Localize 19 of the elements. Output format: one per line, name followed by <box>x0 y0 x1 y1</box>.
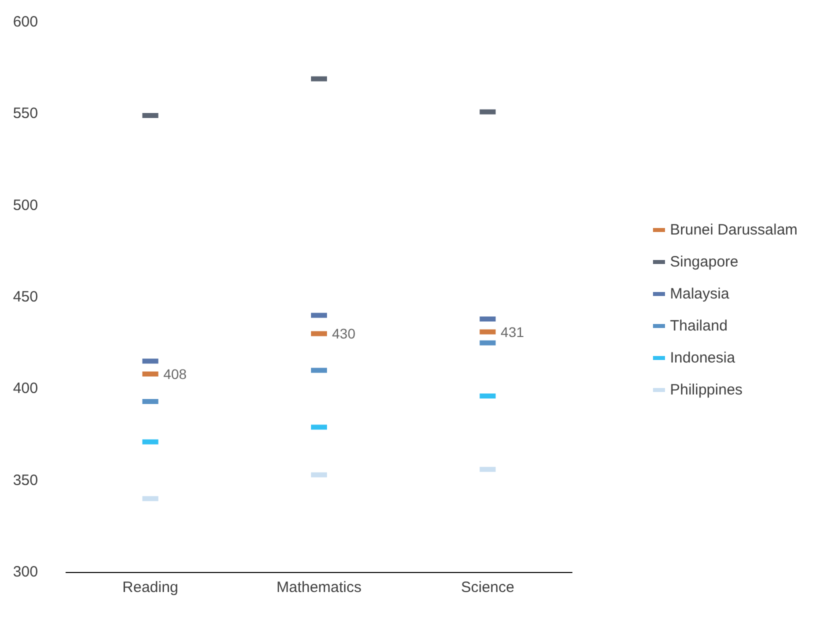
y-tick-label: 600 <box>12 14 38 30</box>
y-tick-label: 500 <box>12 196 38 214</box>
y-tick-label: 550 <box>12 105 38 122</box>
y-tick-label: 450 <box>12 288 38 306</box>
x-tick-label: Mathematics <box>276 579 362 596</box>
data-label: 408 <box>163 366 187 382</box>
legend-label: Brunei Darussalam <box>670 222 798 238</box>
legend-label: Malaysia <box>670 286 730 302</box>
x-tick-label: Science <box>460 579 514 596</box>
y-tick-label: 350 <box>12 472 38 489</box>
legend-label: Indonesia <box>670 350 736 366</box>
legend-label: Philippines <box>670 382 743 398</box>
y-tick-label: 400 <box>12 380 38 398</box>
data-label: 430 <box>332 326 356 342</box>
legend-label: Thailand <box>670 318 728 334</box>
x-tick-label: Reading <box>122 579 178 596</box>
y-tick-label: 300 <box>12 564 38 580</box>
legend-label: Singapore <box>670 254 738 270</box>
data-label: 431 <box>500 324 524 340</box>
